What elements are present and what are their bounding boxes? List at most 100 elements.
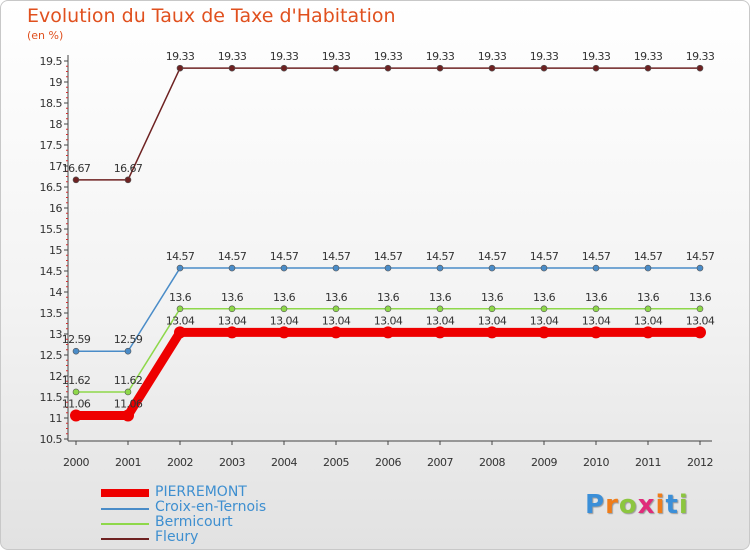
x-tick-label: 2002 <box>167 456 193 469</box>
data-point-fleury <box>124 176 132 184</box>
data-point-croix-en-ternois <box>124 347 132 355</box>
data-point-croix-en-ternois <box>176 264 184 272</box>
data-label-croix-en-ternois: 14.57 <box>218 250 247 263</box>
proxiti-logo[interactable]: Proxiti <box>585 490 689 520</box>
data-label-pierremont: 13.04 <box>270 314 299 327</box>
data-label-pierremont: 11.06 <box>114 397 143 410</box>
x-tick-label: 2010 <box>583 456 609 469</box>
data-point-bermicourt <box>228 305 236 313</box>
series-line-pierremont <box>76 327 700 420</box>
y-tick-label: 17 <box>49 160 62 173</box>
data-point-croix-en-ternois <box>384 264 392 272</box>
data-label-croix-en-ternois: 14.57 <box>634 250 663 263</box>
data-point-fleury <box>696 64 704 72</box>
data-point-croix-en-ternois <box>488 264 496 272</box>
legend-swatch-fleury <box>101 538 149 540</box>
data-label-croix-en-ternois: 14.57 <box>530 250 559 263</box>
data-point-croix-en-ternois <box>72 347 80 355</box>
data-point-fleury <box>72 176 80 184</box>
data-label-bermicourt: 11.62 <box>114 374 143 387</box>
data-label-bermicourt: 13.6 <box>273 291 296 304</box>
x-tick-label: 2004 <box>271 456 297 469</box>
data-label-fleury: 19.33 <box>270 50 299 63</box>
data-point-croix-en-ternois <box>696 264 704 272</box>
data-label-bermicourt: 13.6 <box>481 291 504 304</box>
data-label-bermicourt: 13.6 <box>689 291 712 304</box>
legend-label: Bermicourt <box>155 514 233 530</box>
data-point-pierremont <box>486 326 498 339</box>
data-point-fleury <box>332 64 340 72</box>
data-point-fleury <box>384 64 392 72</box>
y-tick-label: 19.5 <box>40 55 63 68</box>
data-label-croix-en-ternois: 14.57 <box>270 250 299 263</box>
data-point-fleury <box>280 64 288 72</box>
legend-swatch-bermicourt <box>101 523 149 525</box>
data-label-croix-en-ternois: 12.59 <box>62 333 91 346</box>
data-label-fleury: 19.33 <box>426 50 455 63</box>
x-tick-label: 2009 <box>531 456 557 469</box>
data-point-pierremont <box>434 326 446 339</box>
legend-swatch-croix-en-ternois <box>101 508 149 510</box>
data-point-bermicourt <box>488 305 496 313</box>
x-tick-label: 2003 <box>219 456 245 469</box>
data-point-bermicourt <box>72 388 80 396</box>
data-label-bermicourt: 11.62 <box>62 374 91 387</box>
data-point-pierremont <box>226 326 238 339</box>
data-point-croix-en-ternois <box>228 264 236 272</box>
data-label-bermicourt: 13.6 <box>169 291 192 304</box>
data-point-bermicourt <box>384 305 392 313</box>
data-point-pierremont <box>174 326 186 339</box>
data-point-pierremont <box>278 326 290 339</box>
data-label-pierremont: 13.04 <box>426 314 455 327</box>
data-point-bermicourt <box>540 305 548 313</box>
logo-letter: o <box>618 490 638 520</box>
data-label-fleury: 19.33 <box>218 50 247 63</box>
logo-letter: i <box>678 490 689 520</box>
data-point-fleury <box>488 64 496 72</box>
logo-letter: r <box>605 490 619 520</box>
y-tick-label: 15.5 <box>40 223 63 236</box>
data-label-croix-en-ternois: 14.57 <box>686 250 715 263</box>
data-label-fleury: 19.33 <box>530 50 559 63</box>
x-tick-label: 2006 <box>375 456 401 469</box>
y-tick-label: 10.5 <box>40 433 63 446</box>
legend-item-pierremont: PIERREMONT <box>101 484 361 501</box>
data-label-croix-en-ternois: 14.57 <box>166 250 195 263</box>
data-labels-layer: 16.67 16.67 19.33 19.33 19.33 19.33 19.33 19.33… <box>62 50 716 410</box>
y-tick-label: 16.5 <box>40 181 63 194</box>
data-point-pierremont <box>330 326 342 339</box>
data-label-fleury: 19.33 <box>322 50 351 63</box>
data-label-croix-en-ternois: 14.57 <box>426 250 455 263</box>
data-label-pierremont: 13.04 <box>478 314 507 327</box>
y-tick-label: 12.5 <box>40 349 63 362</box>
data-point-pierremont <box>694 326 706 339</box>
data-label-fleury: 16.67 <box>114 162 143 175</box>
legend-label: Fleury <box>155 529 199 545</box>
data-point-bermicourt <box>280 305 288 313</box>
data-label-fleury: 19.33 <box>582 50 611 63</box>
data-point-croix-en-ternois <box>644 264 652 272</box>
series-line-fleury <box>76 67 700 181</box>
data-point-croix-en-ternois <box>540 264 548 272</box>
data-point-bermicourt <box>176 305 184 313</box>
unit-label: (en %) <box>27 29 64 42</box>
line-chart: 10.5 11 11.5 12 12.5 13 13.5 14 14.5 15 15.5 16 16.5… <box>40 50 716 469</box>
data-point-pierremont <box>538 326 550 339</box>
data-point-pierremont <box>70 409 82 422</box>
data-label-fleury: 19.33 <box>478 50 507 63</box>
series-layer <box>70 64 706 422</box>
y-tick-label: 14 <box>49 286 62 299</box>
data-label-bermicourt: 13.6 <box>221 291 244 304</box>
legend-label: Croix-en-Ternois <box>155 499 267 515</box>
x-tick-label: 2001 <box>115 456 141 469</box>
y-tick-label: 13.5 <box>40 307 63 320</box>
data-label-fleury: 16.67 <box>62 162 91 175</box>
y-tick-label: 15 <box>49 244 62 257</box>
x-tick-label: 2005 <box>323 456 349 469</box>
data-label-croix-en-ternois: 14.57 <box>582 250 611 263</box>
data-label-pierremont: 13.04 <box>218 314 247 327</box>
data-point-bermicourt <box>124 388 132 396</box>
data-point-bermicourt <box>436 305 444 313</box>
data-label-pierremont: 13.04 <box>374 314 403 327</box>
